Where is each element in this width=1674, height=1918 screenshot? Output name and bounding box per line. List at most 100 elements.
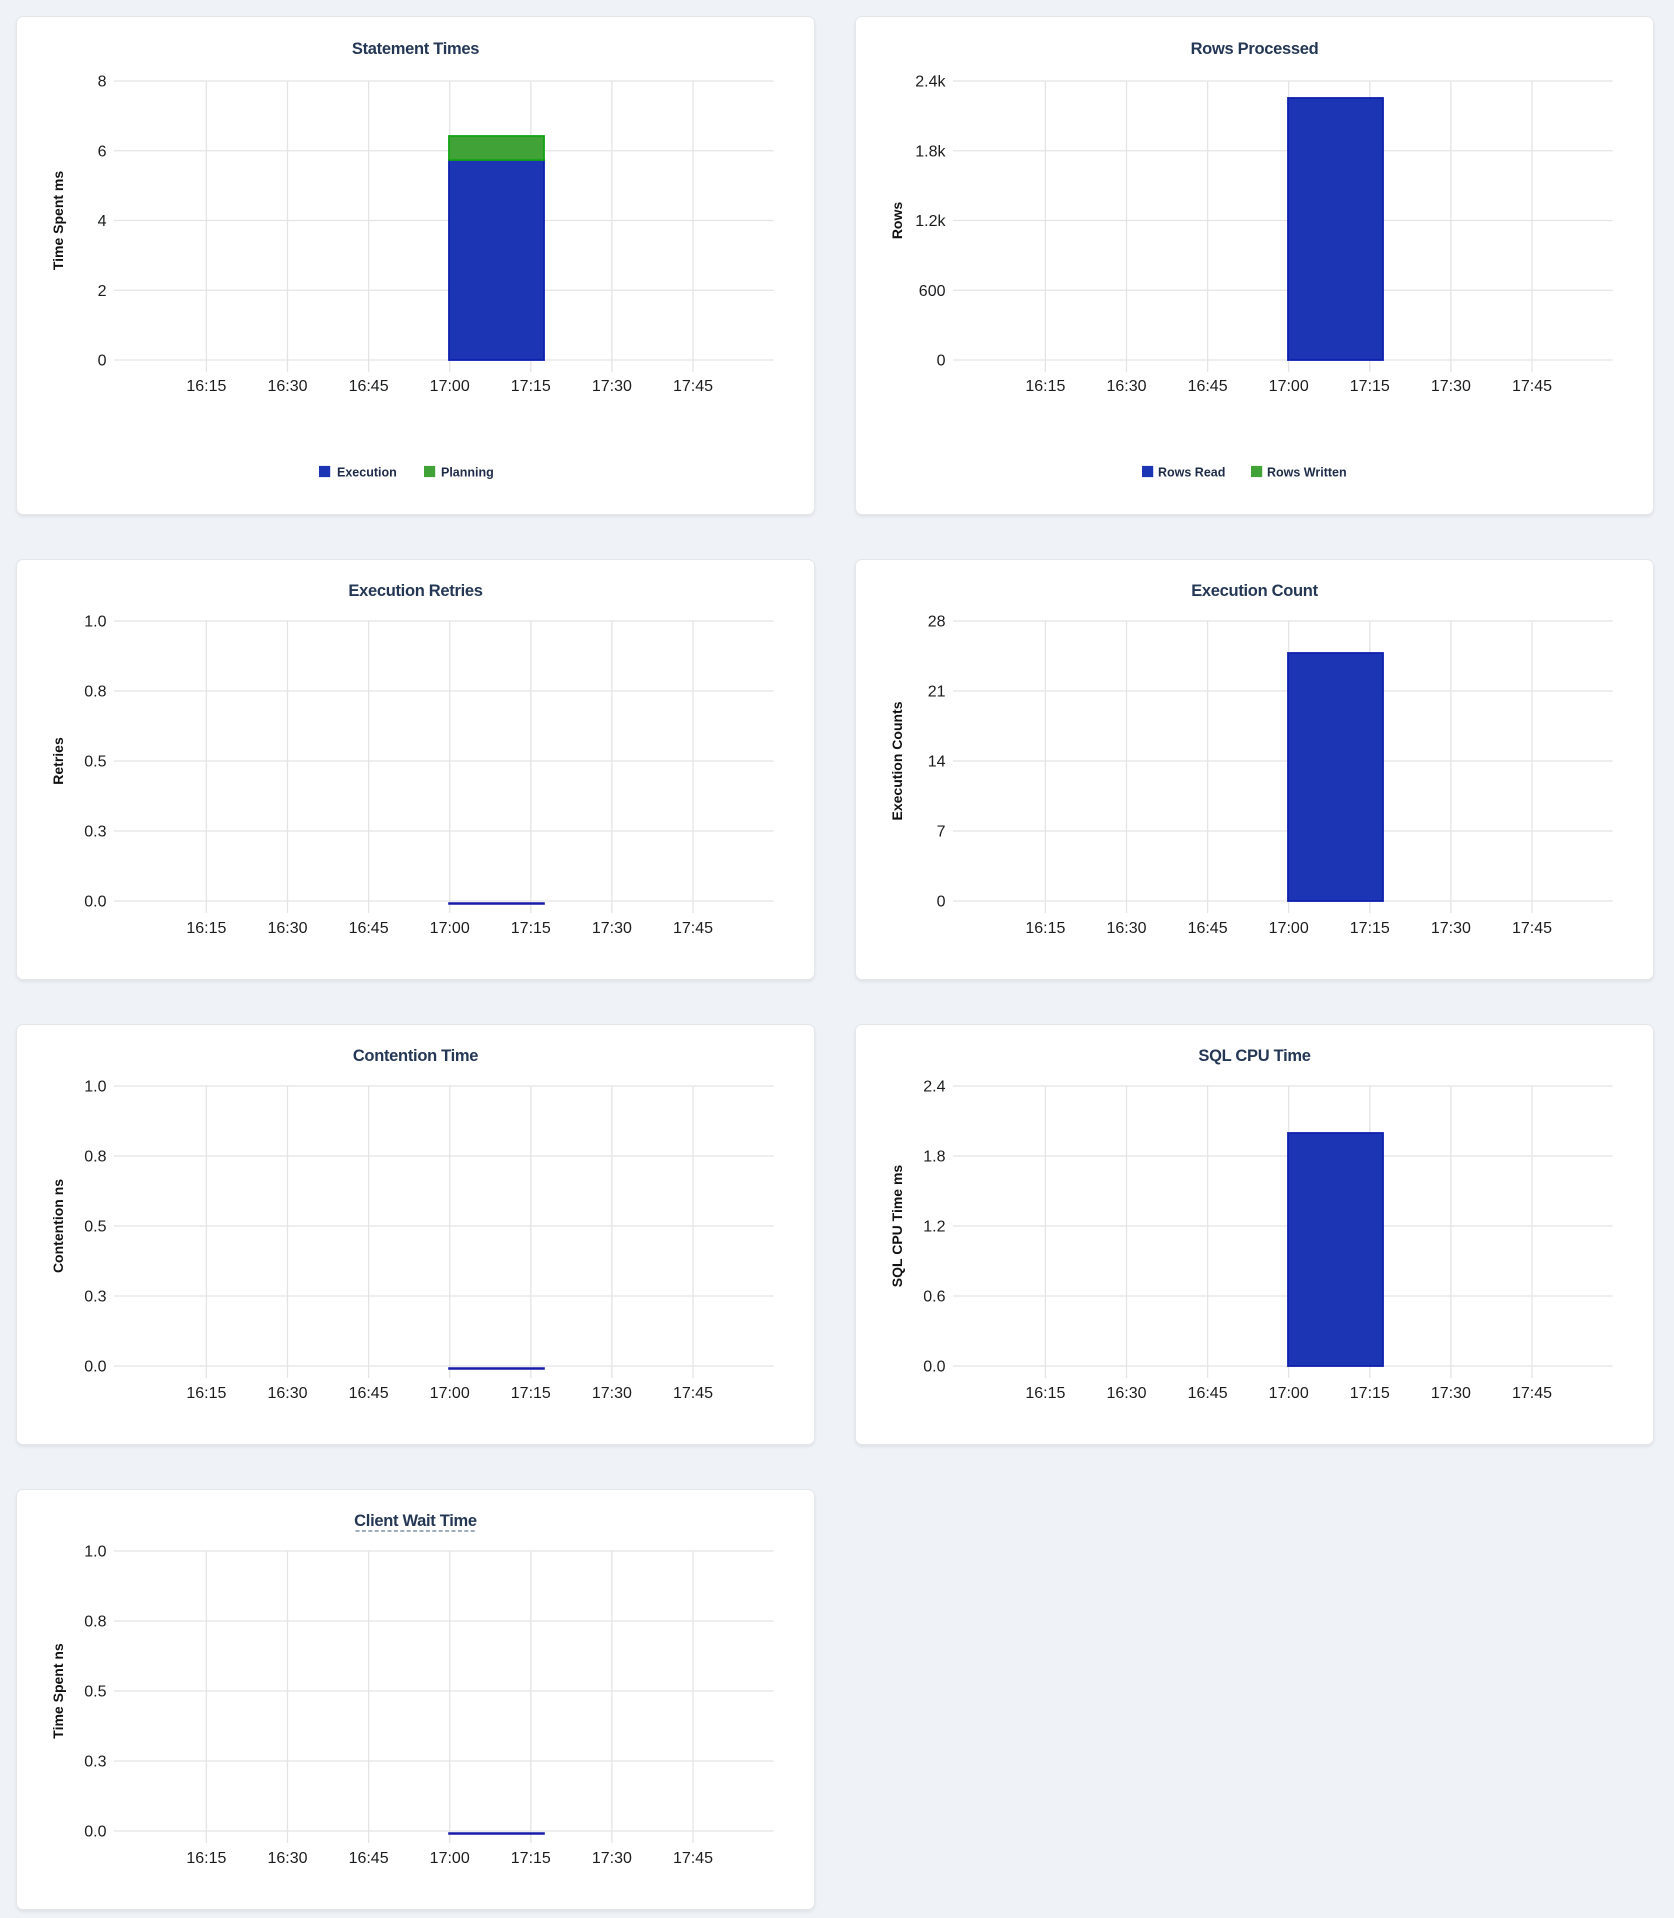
svg-text:0.5: 0.5	[84, 754, 106, 771]
svg-text:17:45: 17:45	[1512, 1385, 1552, 1402]
svg-text:Rows Read: Rows Read	[1158, 465, 1225, 479]
svg-text:Rows Written: Rows Written	[1267, 465, 1347, 479]
svg-text:16:45: 16:45	[1188, 378, 1228, 395]
svg-text:2: 2	[98, 283, 107, 300]
svg-text:17:15: 17:15	[511, 1850, 551, 1867]
svg-text:1.8k: 1.8k	[915, 143, 946, 160]
svg-text:0.5: 0.5	[84, 1219, 106, 1236]
svg-text:Contention ns: Contention ns	[50, 1179, 66, 1273]
svg-text:17:30: 17:30	[592, 378, 632, 395]
svg-text:17:15: 17:15	[1350, 378, 1390, 395]
svg-text:0.0: 0.0	[84, 1359, 106, 1376]
svg-text:Retries: Retries	[50, 737, 66, 785]
svg-text:17:45: 17:45	[1512, 920, 1552, 937]
svg-text:17:45: 17:45	[673, 920, 713, 937]
svg-text:0.6: 0.6	[923, 1289, 945, 1306]
svg-text:Execution: Execution	[337, 465, 397, 479]
svg-text:1.0: 1.0	[84, 1079, 106, 1096]
svg-text:17:00: 17:00	[1269, 378, 1309, 395]
svg-text:0.5: 0.5	[84, 1684, 106, 1701]
svg-text:16:15: 16:15	[186, 920, 226, 937]
svg-text:17:00: 17:00	[430, 920, 470, 937]
svg-text:16:30: 16:30	[1106, 378, 1146, 395]
svg-text:17:15: 17:15	[511, 378, 551, 395]
svg-text:Time Spent ns: Time Spent ns	[50, 1643, 66, 1739]
svg-text:Planning: Planning	[441, 465, 494, 479]
svg-text:17:30: 17:30	[592, 1850, 632, 1867]
svg-text:17:00: 17:00	[430, 1385, 470, 1402]
svg-text:0.0: 0.0	[923, 1359, 945, 1376]
svg-text:6: 6	[98, 143, 107, 160]
svg-text:0.0: 0.0	[84, 894, 106, 911]
svg-text:Contention Time: Contention Time	[353, 1047, 478, 1065]
svg-text:16:15: 16:15	[1025, 378, 1065, 395]
svg-text:17:30: 17:30	[1431, 378, 1471, 395]
svg-text:Rows: Rows	[889, 202, 905, 240]
svg-text:Rows Processed: Rows Processed	[1191, 40, 1319, 58]
svg-text:1.2k: 1.2k	[915, 213, 946, 230]
svg-text:17:30: 17:30	[1431, 920, 1471, 937]
svg-text:1.8: 1.8	[923, 1149, 945, 1166]
svg-text:16:15: 16:15	[1025, 1385, 1065, 1402]
svg-text:16:45: 16:45	[349, 1850, 389, 1867]
svg-text:0.3: 0.3	[84, 824, 106, 841]
svg-text:16:30: 16:30	[267, 1850, 307, 1867]
svg-text:16:45: 16:45	[1188, 1385, 1228, 1402]
svg-text:16:15: 16:15	[186, 1850, 226, 1867]
svg-text:0.8: 0.8	[84, 1149, 106, 1166]
svg-text:16:30: 16:30	[267, 1385, 307, 1402]
svg-text:17:30: 17:30	[592, 1385, 632, 1402]
svg-text:Time Spent ms: Time Spent ms	[50, 171, 66, 271]
svg-text:16:15: 16:15	[186, 378, 226, 395]
svg-text:17:15: 17:15	[511, 1385, 551, 1402]
svg-text:Execution Count: Execution Count	[1191, 582, 1318, 600]
svg-text:0: 0	[937, 894, 946, 911]
svg-text:17:45: 17:45	[673, 1850, 713, 1867]
svg-text:16:15: 16:15	[186, 1385, 226, 1402]
svg-text:2.4k: 2.4k	[915, 74, 946, 91]
svg-text:16:30: 16:30	[267, 920, 307, 937]
svg-text:17:45: 17:45	[673, 378, 713, 395]
svg-text:Execution Retries: Execution Retries	[348, 582, 482, 600]
svg-text:17:45: 17:45	[673, 1385, 713, 1402]
svg-text:28: 28	[928, 614, 946, 631]
svg-text:8: 8	[98, 74, 107, 91]
svg-text:16:45: 16:45	[349, 1385, 389, 1402]
svg-text:17:00: 17:00	[1269, 1385, 1309, 1402]
svg-text:0.3: 0.3	[84, 1289, 106, 1306]
svg-text:17:45: 17:45	[1512, 378, 1552, 395]
svg-text:7: 7	[937, 824, 946, 841]
svg-text:14: 14	[928, 754, 946, 771]
svg-text:0.8: 0.8	[84, 1614, 106, 1631]
svg-text:16:45: 16:45	[1188, 920, 1228, 937]
svg-text:1.2: 1.2	[923, 1219, 945, 1236]
svg-text:Execution Counts: Execution Counts	[889, 701, 905, 820]
svg-text:17:15: 17:15	[511, 920, 551, 937]
svg-text:1.0: 1.0	[84, 614, 106, 631]
svg-text:16:30: 16:30	[267, 378, 307, 395]
svg-text:SQL CPU Time ms: SQL CPU Time ms	[889, 1165, 905, 1288]
svg-text:Client Wait Time: Client Wait Time	[354, 1512, 477, 1530]
svg-text:0.0: 0.0	[84, 1824, 106, 1841]
svg-text:0: 0	[937, 353, 946, 370]
svg-text:17:15: 17:15	[1350, 920, 1390, 937]
svg-text:17:30: 17:30	[592, 920, 632, 937]
svg-text:4: 4	[98, 213, 107, 230]
svg-text:17:00: 17:00	[430, 1850, 470, 1867]
svg-text:17:30: 17:30	[1431, 1385, 1471, 1402]
svg-text:600: 600	[919, 283, 946, 300]
svg-text:21: 21	[928, 684, 946, 701]
svg-text:17:00: 17:00	[430, 378, 470, 395]
svg-text:0: 0	[98, 353, 107, 370]
svg-text:Statement Times: Statement Times	[352, 40, 479, 58]
svg-text:16:30: 16:30	[1106, 920, 1146, 937]
svg-text:16:15: 16:15	[1025, 920, 1065, 937]
svg-text:16:30: 16:30	[1106, 1385, 1146, 1402]
svg-text:16:45: 16:45	[349, 378, 389, 395]
svg-text:17:00: 17:00	[1269, 920, 1309, 937]
svg-text:1.0: 1.0	[84, 1544, 106, 1561]
svg-text:0.3: 0.3	[84, 1754, 106, 1771]
svg-text:2.4: 2.4	[923, 1079, 945, 1096]
svg-text:17:15: 17:15	[1350, 1385, 1390, 1402]
svg-text:SQL CPU Time: SQL CPU Time	[1198, 1047, 1310, 1065]
